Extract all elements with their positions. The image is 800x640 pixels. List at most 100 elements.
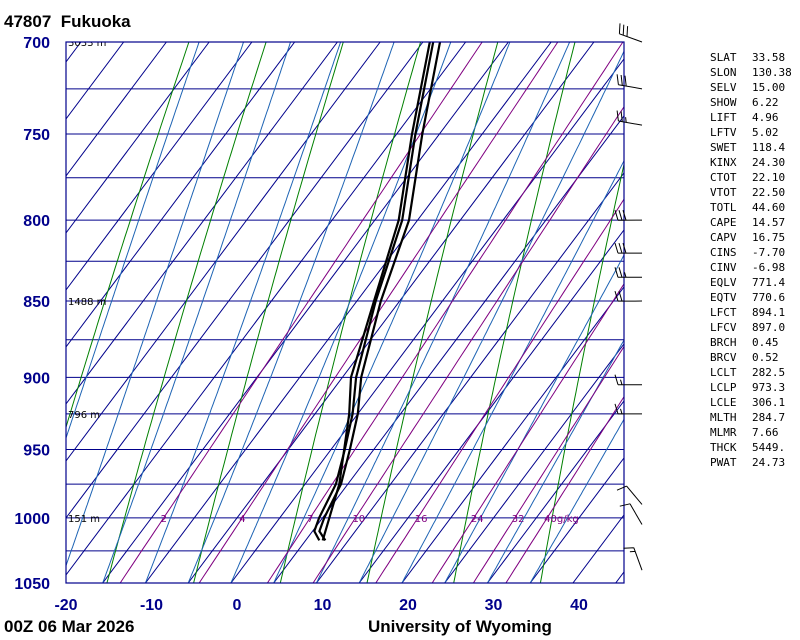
index-row: LFTV 5.02	[710, 125, 792, 140]
index-key: THCK	[710, 441, 737, 454]
wind-barb-stroke	[618, 23, 643, 43]
index-row: PWAT 24.73	[710, 455, 792, 470]
height-label: 151 m	[68, 514, 100, 525]
index-value: 22.10	[752, 171, 786, 184]
index-key: LCLE	[710, 396, 737, 409]
isotherm-line	[487, 400, 624, 583]
wind-barb-stroke	[614, 290, 643, 302]
index-value: 33.58	[752, 51, 786, 64]
isotherm-line	[401, 286, 624, 583]
moist-adiabat-line	[486, 339, 624, 583]
index-row: TOTL 44.60	[710, 200, 792, 215]
isotherm-line	[529, 457, 624, 583]
wind-barb	[616, 110, 643, 126]
index-value: 118.4	[752, 141, 786, 154]
moist-adiabat-line	[66, 42, 244, 568]
index-value: 894.1	[752, 306, 786, 319]
isotherm-line	[66, 42, 82, 63]
index-value: 7.66	[752, 426, 779, 439]
wind-barb	[616, 74, 643, 90]
index-row: MLTH 284.7	[710, 410, 792, 425]
index-value: 24.73	[752, 456, 786, 469]
index-row: SLAT 33.58	[710, 50, 792, 65]
index-row: SHOW 6.22	[710, 95, 792, 110]
wind-barb-stroke	[616, 110, 643, 126]
index-key: CAPE	[710, 216, 737, 229]
moist-adiabat-line	[144, 42, 342, 583]
index-key: SLAT	[710, 51, 737, 64]
index-value: 22.50	[752, 186, 786, 199]
index-row: LFCV 897.0	[710, 320, 792, 335]
index-key: LFTV	[710, 126, 737, 139]
isotherm-line	[273, 115, 624, 583]
index-value: 24.30	[752, 156, 786, 169]
isotherm-line	[66, 42, 467, 576]
index-value: 6.22	[752, 96, 779, 109]
pressure-tick-label: 750	[23, 127, 50, 144]
index-key: LCLT	[710, 366, 737, 379]
wind-barb-stroke	[614, 242, 643, 254]
mixing-ratio-line	[312, 105, 624, 583]
wind-barb	[614, 242, 643, 254]
isotherm-line	[66, 42, 253, 291]
index-row: LFCT 894.1	[710, 305, 792, 320]
index-key: MLTH	[710, 411, 737, 424]
temperature-tick-label: 30	[485, 597, 503, 614]
index-key: EQLV	[710, 276, 737, 289]
index-value: -6.98	[752, 261, 786, 274]
index-row: CINV -6.98	[710, 260, 792, 275]
temperature-tick-label: -10	[140, 597, 163, 614]
profile-trace	[318, 42, 442, 541]
index-value: 897.0	[752, 321, 786, 334]
wind-barb-stroke	[619, 503, 643, 525]
mixing-ratio-label: 7	[307, 514, 313, 525]
profile-trace	[313, 42, 435, 541]
institution-credit: University of Wyoming	[368, 617, 552, 636]
mixing-ratio-label: 16	[415, 514, 428, 525]
index-value: -7.70	[752, 246, 786, 259]
index-row: LCLP 973.3	[710, 380, 792, 395]
moist-adiabat-line	[444, 254, 624, 583]
mixing-ratio-line	[472, 345, 624, 583]
wind-barb-stroke	[614, 403, 643, 415]
index-value: 306.1	[752, 396, 786, 409]
index-row: CTOT 22.10	[710, 170, 792, 185]
isotherm-line	[66, 42, 424, 519]
moist-adiabat-line	[273, 42, 511, 583]
moist-adiabat-line	[102, 42, 291, 583]
index-value: 44.60	[752, 201, 786, 214]
observation-time: 00Z 06 Mar 2026	[4, 617, 135, 636]
dry-adiabat-line	[366, 42, 499, 583]
wind-barb	[618, 23, 643, 43]
pressure-tick-label: 700	[23, 35, 50, 52]
moist-adiabat-line	[187, 42, 395, 583]
index-value: 0.45	[752, 336, 779, 349]
index-row: SLON 130.38	[710, 65, 792, 80]
mixing-ratio-line	[505, 395, 624, 583]
index-value: 130.38	[752, 66, 792, 79]
index-row: BRCV 0.52	[710, 350, 792, 365]
temperature-tick-label: 10	[314, 597, 332, 614]
index-row: SWET 118.4	[710, 140, 792, 155]
dry-adiabat-line	[193, 42, 344, 583]
index-key: SLON	[710, 66, 737, 79]
wind-barb	[614, 374, 643, 386]
pressure-tick-label: 850	[23, 294, 50, 311]
moist-adiabat-line	[358, 50, 624, 583]
index-key: CINV	[710, 261, 737, 274]
index-value: 0.52	[752, 351, 779, 364]
dry-adiabat-line	[106, 42, 267, 583]
temperature-tick-label: 20	[399, 597, 417, 614]
index-key: TOTL	[710, 201, 737, 214]
temperature-tick-label: 40	[570, 597, 588, 614]
chart-title: 47807 Fukuoka	[4, 12, 131, 32]
wind-barb-stroke	[614, 374, 643, 386]
index-value: 973.3	[752, 381, 786, 394]
index-value: 282.5	[752, 366, 786, 379]
isotherm-line	[66, 42, 381, 462]
index-row: EQLV 771.4	[710, 275, 792, 290]
wind-barb	[616, 485, 643, 505]
index-row: SELV 15.00	[710, 80, 792, 95]
isotherm-line	[66, 42, 296, 348]
